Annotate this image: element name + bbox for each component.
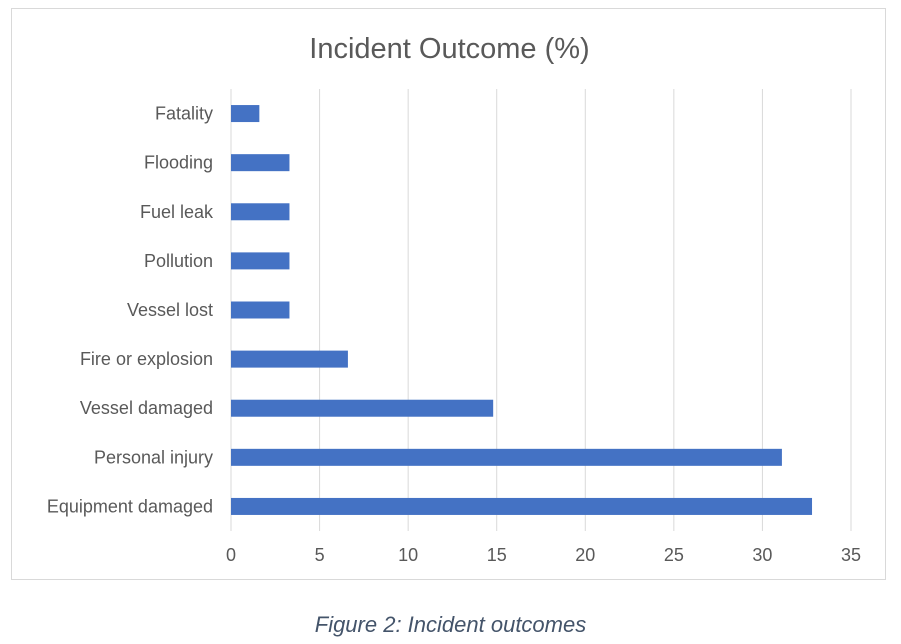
category-label: Fire or explosion [80, 349, 213, 369]
chart-frame: Incident Outcome (%) [11, 8, 886, 580]
x-tick-label: 20 [575, 545, 595, 565]
category-label: Flooding [144, 153, 213, 173]
x-tick-label: 25 [664, 545, 684, 565]
bar [231, 301, 290, 319]
x-tick-label: 10 [398, 545, 418, 565]
x-tick-labels: 0 5 10 15 20 25 30 35 [226, 545, 861, 565]
bar-chart: Fatality Flooding Fuel leak Pollution Vessel… [47, 89, 861, 565]
bar [231, 252, 290, 270]
x-tick-label: 5 [315, 545, 325, 565]
chart-title: Incident Outcome (%) [309, 33, 590, 65]
category-label: Vessel lost [127, 300, 213, 320]
x-tick-label: 35 [841, 545, 861, 565]
figure-caption: Figure 2: Incident outcomes [314, 612, 587, 637]
bar [231, 203, 290, 221]
x-tick-label: 15 [487, 545, 507, 565]
category-labels: Fatality Flooding Fuel leak Pollution Vessel… [47, 104, 214, 517]
category-label: Fatality [155, 104, 213, 124]
bar [231, 105, 260, 123]
bar [231, 154, 290, 172]
bar [231, 497, 813, 515]
category-label: Fuel leak [140, 202, 214, 222]
bars [231, 105, 813, 515]
category-label: Vessel damaged [80, 398, 213, 418]
category-label: Equipment damaged [47, 496, 213, 516]
category-label: Personal injury [94, 447, 213, 467]
bar [231, 350, 348, 368]
bar [231, 448, 782, 466]
x-tick-label: 30 [752, 545, 772, 565]
category-label: Pollution [144, 251, 213, 271]
bar [231, 399, 494, 417]
x-tick-label: 0 [226, 545, 236, 565]
